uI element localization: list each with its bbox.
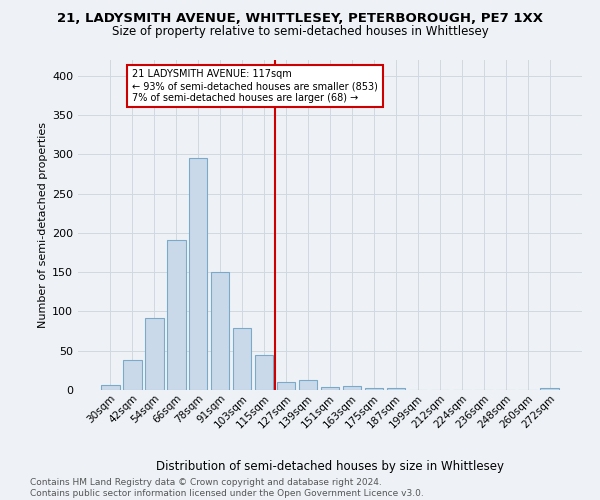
Bar [189,158,208,390]
Text: 21, LADYSMITH AVENUE, WHITTLESEY, PETERBOROUGH, PE7 1XX: 21, LADYSMITH AVENUE, WHITTLESEY, PETERB… [57,12,543,26]
Bar [167,240,185,390]
Bar [233,328,251,390]
Bar [320,387,340,390]
Bar [365,388,383,390]
Bar [386,388,405,390]
Bar [123,360,142,390]
Text: 21 LADYSMITH AVENUE: 117sqm
← 93% of semi-detached houses are smaller (853)
7% o: 21 LADYSMITH AVENUE: 117sqm ← 93% of sem… [132,70,378,102]
Y-axis label: Number of semi-detached properties: Number of semi-detached properties [38,122,48,328]
Text: Distribution of semi-detached houses by size in Whittlesey: Distribution of semi-detached houses by … [156,460,504,473]
Bar [255,356,274,390]
Bar [299,380,317,390]
Bar [541,388,559,390]
Text: Contains HM Land Registry data © Crown copyright and database right 2024.
Contai: Contains HM Land Registry data © Crown c… [30,478,424,498]
Bar [211,272,229,390]
Bar [101,384,119,390]
Bar [343,386,361,390]
Text: Size of property relative to semi-detached houses in Whittlesey: Size of property relative to semi-detach… [112,25,488,38]
Bar [277,382,295,390]
Bar [145,318,164,390]
